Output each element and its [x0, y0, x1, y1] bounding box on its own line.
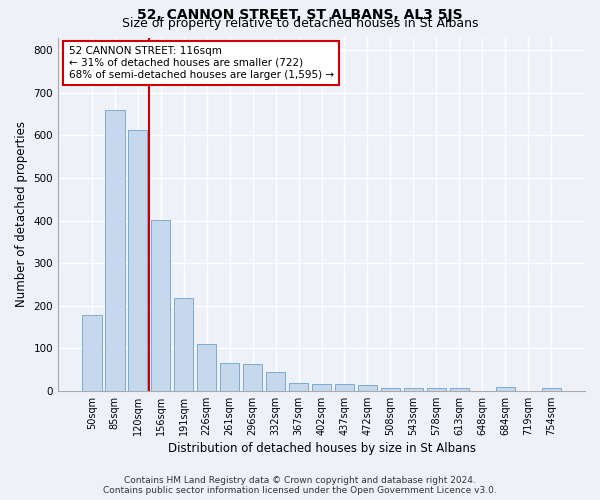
Bar	[82, 315, 101, 391]
Bar	[542, 388, 561, 391]
Text: 52, CANNON STREET, ST ALBANS, AL3 5JS: 52, CANNON STREET, ST ALBANS, AL3 5JS	[137, 8, 463, 22]
Bar	[427, 388, 446, 391]
Bar	[220, 363, 239, 391]
Bar	[197, 344, 217, 391]
Bar	[496, 387, 515, 391]
Y-axis label: Number of detached properties: Number of detached properties	[15, 121, 28, 307]
Bar	[266, 372, 286, 391]
Bar	[380, 388, 400, 391]
Bar	[404, 388, 423, 391]
Bar	[335, 384, 354, 391]
Bar	[449, 388, 469, 391]
Bar	[243, 364, 262, 391]
Bar	[358, 385, 377, 391]
Bar	[151, 220, 170, 391]
Bar	[128, 130, 148, 391]
Text: Contains HM Land Registry data © Crown copyright and database right 2024.
Contai: Contains HM Land Registry data © Crown c…	[103, 476, 497, 495]
Bar	[312, 384, 331, 391]
Bar	[289, 383, 308, 391]
Text: 52 CANNON STREET: 116sqm
← 31% of detached houses are smaller (722)
68% of semi-: 52 CANNON STREET: 116sqm ← 31% of detach…	[68, 46, 334, 80]
Bar	[174, 298, 193, 391]
Text: Size of property relative to detached houses in St Albans: Size of property relative to detached ho…	[122, 18, 478, 30]
Bar	[105, 110, 125, 391]
X-axis label: Distribution of detached houses by size in St Albans: Distribution of detached houses by size …	[167, 442, 476, 455]
